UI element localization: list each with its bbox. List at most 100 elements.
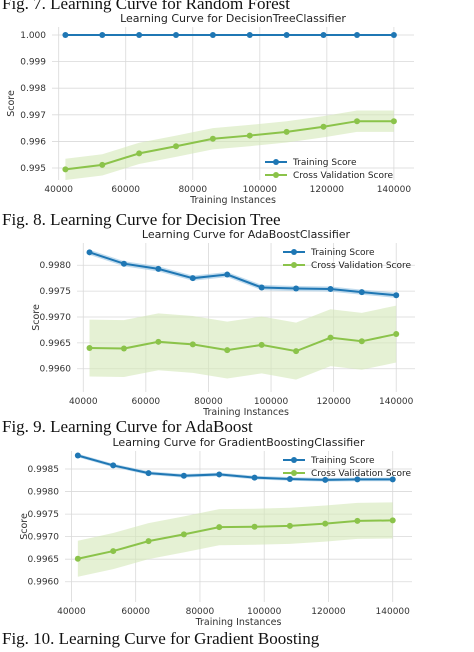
cv-score-point xyxy=(393,331,400,338)
training-score-point xyxy=(327,286,334,293)
training-score-point xyxy=(189,275,196,282)
training-score-point xyxy=(136,31,143,38)
legend-cv-label: Cross Validation Score xyxy=(311,469,412,479)
cv-score-point xyxy=(155,338,162,345)
x-tick-label: 40000 xyxy=(44,185,73,195)
cv-score-point xyxy=(390,118,397,125)
y-tick-label: 0.9975 xyxy=(40,287,72,297)
cv-score-point xyxy=(145,538,152,545)
x-tick-label: 40000 xyxy=(57,607,86,617)
x-tick-label: 60000 xyxy=(111,185,140,195)
y-tick-label: 0.9970 xyxy=(40,313,72,323)
y-tick-label: 0.9980 xyxy=(28,488,60,498)
legend-training-label: Training Score xyxy=(310,248,375,258)
legend-training-label: Training Score xyxy=(292,158,357,168)
x-tick-label: 40000 xyxy=(69,397,98,407)
training-score-point xyxy=(173,31,180,38)
y-tick-label: 0.996 xyxy=(20,137,46,147)
training-score-line xyxy=(89,251,397,297)
cv-score-point xyxy=(322,520,329,527)
learning-curve-chart-adaboost: Learning Curve for AdaBoostClassifier 400… xyxy=(31,228,415,418)
chart-title: Learning Curve for DecisionTreeClassifie… xyxy=(120,12,346,25)
training-score-point xyxy=(322,476,329,483)
training-score-point xyxy=(283,31,290,38)
cv-score-point xyxy=(224,347,231,354)
cv-score-point xyxy=(62,166,69,173)
x-tick-label: 100000 xyxy=(254,397,289,407)
cv-score-point xyxy=(320,123,327,130)
x-tick-label: 140000 xyxy=(379,397,414,407)
cv-score-point xyxy=(173,143,180,150)
cv-score-point xyxy=(110,548,117,555)
training-score-point xyxy=(320,31,327,38)
cv-score-point xyxy=(136,150,143,157)
x-tick-label: 120000 xyxy=(316,397,351,407)
cv-score-point xyxy=(354,118,361,125)
figure-caption-fig9: Fig. 9. Learning Curve for AdaBoost xyxy=(2,417,253,436)
cv-score-point xyxy=(120,345,127,352)
cv-score-point xyxy=(180,531,187,538)
training-score-point xyxy=(216,471,223,478)
cv-score-point xyxy=(286,522,293,529)
legend-marker xyxy=(291,457,297,463)
training-score-point xyxy=(155,265,162,272)
legend: Training Score Cross Validation Score xyxy=(283,248,412,271)
cv-score-point xyxy=(246,132,253,139)
y-axis-label: Score xyxy=(6,90,17,117)
training-score-point xyxy=(286,475,293,482)
y-tick-label: 0.9965 xyxy=(28,555,60,565)
cv-score-point xyxy=(327,334,334,341)
x-tick-label: 120000 xyxy=(310,185,345,195)
x-tick-label: 120000 xyxy=(311,607,346,617)
legend-cv-label: Cross Validation Score xyxy=(293,171,394,181)
chart-title: Learning Curve for GradientBoostingClass… xyxy=(113,436,365,449)
training-score-point xyxy=(354,31,361,38)
learning-curve-chart-decision-tree: Learning Curve for DecisionTreeClassifie… xyxy=(6,12,414,206)
cv-score-point xyxy=(74,555,81,562)
y-tick-label: 1.000 xyxy=(20,31,46,41)
y-tick-label: 0.999 xyxy=(20,58,46,68)
training-score-point xyxy=(120,260,127,267)
legend: Training Score Cross Validation Score xyxy=(265,158,394,181)
cv-score-line xyxy=(65,120,394,171)
training-score-point xyxy=(393,292,400,299)
training-score-point xyxy=(74,452,81,459)
legend-marker xyxy=(291,249,297,255)
cv-score-point xyxy=(209,135,216,142)
training-score-point xyxy=(246,31,253,38)
training-score-point xyxy=(209,31,216,38)
x-axis-label: Training Instances xyxy=(202,407,289,418)
figure-caption-fig7: Fig. 7. Learning Curve for Random Forest xyxy=(2,0,291,13)
training-score-point xyxy=(86,249,93,256)
y-tick-label: 0.9960 xyxy=(40,365,72,375)
training-score-point xyxy=(99,31,106,38)
x-tick-label: 140000 xyxy=(377,185,412,195)
cv-score-band xyxy=(77,502,393,577)
training-score-point xyxy=(258,284,265,291)
y-tick-label: 0.9970 xyxy=(28,533,60,543)
training-score-point xyxy=(180,472,187,479)
training-score-point xyxy=(251,474,258,481)
y-tick-label: 0.9975 xyxy=(28,510,60,520)
training-score-point xyxy=(390,31,397,38)
x-tick-label: 100000 xyxy=(247,607,282,617)
x-tick-label: 60000 xyxy=(121,607,150,617)
legend-marker xyxy=(291,470,297,476)
legend-marker xyxy=(291,262,297,268)
y-tick-label: 0.998 xyxy=(20,84,46,94)
learning-curve-chart-gradient-boosting: Learning Curve for GradientBoostingClass… xyxy=(19,436,412,628)
legend: Training Score Cross Validation Score xyxy=(283,456,412,479)
cv-score-point xyxy=(354,517,361,524)
x-tick-label: 80000 xyxy=(194,397,223,407)
figure-caption-fig10: Fig. 10. Learning Curve for Gradient Boo… xyxy=(2,629,320,648)
x-tick-label: 140000 xyxy=(376,607,411,617)
y-tick-label: 0.995 xyxy=(20,164,46,174)
cv-score-band xyxy=(89,305,397,380)
cv-score-line xyxy=(89,333,397,353)
cv-score-point xyxy=(189,341,196,348)
cv-score-point xyxy=(358,338,365,345)
x-tick-label: 80000 xyxy=(178,185,207,195)
training-score-point xyxy=(145,470,152,477)
cv-score-point xyxy=(216,524,223,531)
y-axis-label: Score xyxy=(19,513,30,540)
